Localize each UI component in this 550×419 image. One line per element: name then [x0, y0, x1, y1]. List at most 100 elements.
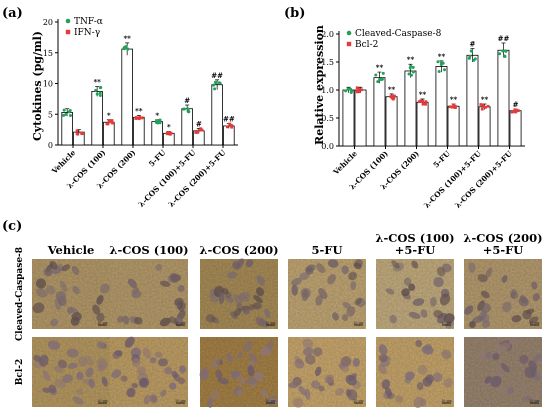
- b-legend-label: Bcl-2: [355, 40, 378, 50]
- nucleus: [114, 350, 123, 357]
- micrograph: 20 μm: [464, 259, 542, 329]
- nucleus: [352, 358, 360, 367]
- nucleus: [378, 354, 388, 363]
- nucleus: [480, 290, 490, 299]
- nucleus: [158, 358, 168, 367]
- nucleus: [324, 374, 334, 384]
- nucleus: [534, 374, 541, 382]
- a-point: [182, 107, 186, 111]
- nucleus: [131, 290, 142, 299]
- b-point: [411, 65, 415, 69]
- nucleus: [386, 392, 395, 400]
- b-point: [436, 60, 440, 64]
- nucleus: [433, 276, 444, 288]
- a-point: [80, 131, 84, 135]
- nucleus: [436, 266, 446, 277]
- b-significance-mark: **: [388, 85, 396, 94]
- nucleus: [348, 271, 358, 281]
- b-point: [408, 66, 412, 70]
- b-point: [516, 109, 520, 113]
- nucleus: [385, 288, 395, 295]
- b-significance-mark: ##: [498, 34, 510, 43]
- nucleus: [111, 369, 122, 379]
- nucleus: [354, 297, 362, 306]
- nucleus: [464, 305, 474, 315]
- nucleus: [519, 354, 529, 364]
- a-significance-mark: *: [167, 122, 171, 131]
- b-point: [482, 105, 486, 109]
- nucleus: [35, 278, 47, 289]
- nucleus: [523, 395, 531, 402]
- b-y-tick-label: 2.0: [321, 30, 334, 39]
- nucleus: [522, 309, 532, 320]
- nucleus: [510, 291, 519, 299]
- a-y-axis-label: Cytokines (pg/ml): [31, 31, 44, 141]
- a-point: [167, 131, 171, 135]
- nucleus: [288, 382, 299, 389]
- nucleus: [494, 343, 503, 353]
- b-legend-label: Cleaved-Caspase-8: [355, 29, 442, 39]
- a-point: [99, 86, 103, 90]
- column-label: +5-FU: [395, 243, 436, 257]
- panel-a-letter: (a): [2, 6, 23, 21]
- nucleus: [46, 285, 56, 295]
- b-bar: [497, 49, 510, 147]
- micrograph: 20 μm: [32, 259, 110, 329]
- nucleus: [477, 274, 488, 283]
- b-point: [355, 86, 359, 90]
- b-bar: [466, 54, 479, 147]
- nucleus: [315, 295, 323, 306]
- nucleus: [210, 390, 220, 400]
- a-point: [230, 124, 234, 128]
- b-bar: [385, 96, 398, 147]
- nucleus: [215, 369, 223, 379]
- nucleus: [485, 352, 493, 360]
- b-point: [448, 105, 452, 109]
- nucleus: [404, 377, 412, 384]
- b-point: [514, 108, 518, 112]
- b-point: [357, 87, 361, 91]
- a-bar: [91, 91, 103, 146]
- nucleus: [67, 362, 78, 370]
- nucleus: [85, 367, 94, 378]
- nucleus: [36, 288, 48, 298]
- a-y-tick-label: 5: [48, 110, 53, 119]
- a-significance-mark: *: [155, 111, 159, 120]
- nucleus: [131, 358, 141, 367]
- micrograph: 20 μm: [288, 259, 366, 329]
- nucleus: [318, 385, 325, 392]
- b-legend-marker: [346, 30, 352, 36]
- b-point: [486, 104, 490, 108]
- b-significance-mark: **: [481, 95, 489, 104]
- nucleus: [76, 371, 84, 381]
- b-point: [421, 102, 425, 106]
- a-point: [194, 131, 198, 134]
- b-y-tick-label: 0.5: [321, 114, 334, 123]
- b-point: [357, 90, 361, 94]
- a-category-label: λ-COS (200)+5-FU: [167, 148, 228, 209]
- nucleus: [96, 341, 104, 350]
- nucleus: [507, 386, 514, 395]
- scale-bar-label: 20 μm: [441, 321, 451, 325]
- b-y-tick-label: 0.0: [321, 142, 334, 151]
- nucleus: [92, 304, 101, 315]
- a-significance-mark: **: [123, 34, 131, 43]
- column-label: 5-FU: [312, 243, 343, 257]
- b-y-tick-label: 1.0: [321, 86, 334, 95]
- b-point: [467, 56, 471, 60]
- a-point: [68, 109, 72, 113]
- b-bar: [342, 89, 355, 147]
- nucleus: [237, 352, 243, 359]
- nucleus: [242, 307, 250, 315]
- scale-bar-label: 20 μm: [353, 321, 363, 325]
- a-bar: [211, 84, 223, 146]
- b-point: [359, 88, 363, 92]
- a-point: [154, 119, 158, 123]
- b-legend-marker: [346, 41, 352, 47]
- nucleus: [76, 388, 83, 395]
- nucleus: [350, 281, 357, 291]
- a-point: [135, 116, 139, 120]
- nucleus: [71, 265, 80, 276]
- nucleus: [237, 374, 246, 385]
- nucleus: [291, 277, 302, 286]
